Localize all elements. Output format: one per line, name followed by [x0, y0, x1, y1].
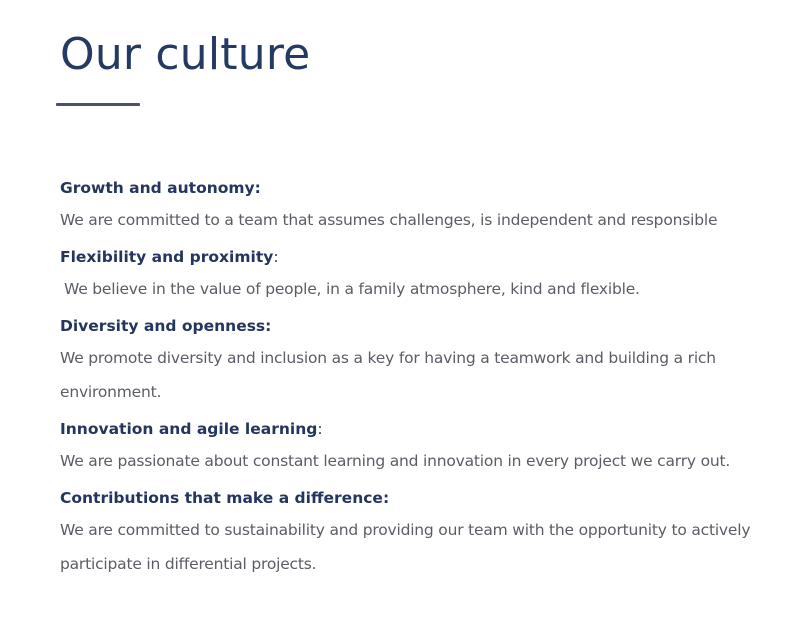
heading-colon: : [254, 179, 261, 197]
section-body: We are committed to a team that assumes … [60, 211, 718, 229]
section-heading: Contributions that make a difference: [60, 486, 760, 511]
section-heading-text: Growth and autonomy [60, 179, 255, 197]
heading-colon: : [273, 248, 279, 266]
section-contributions: Contributions that make a difference: We… [60, 486, 760, 581]
culture-sections: Growth and autonomy: We are committed to… [60, 176, 760, 589]
section-heading: Growth and autonomy: [60, 176, 760, 201]
section-flexibility-proximity: Flexibility and proximity: We believe in… [60, 245, 760, 306]
section-heading: Innovation and agile learning: [60, 417, 760, 442]
section-heading: Diversity and openness: [60, 314, 760, 339]
heading-colon: : [317, 420, 323, 438]
section-growth-autonomy: Growth and autonomy: We are committed to… [60, 176, 760, 237]
section-body: We believe in the value of people, in a … [64, 280, 640, 298]
heading-colon: : [265, 317, 272, 335]
section-body: We promote diversity and inclusion as a … [60, 349, 716, 401]
page-title: Our culture [60, 29, 311, 80]
section-heading-text: Flexibility and proximity [60, 248, 274, 266]
section-body: We are committed to sustainability and p… [60, 521, 751, 573]
section-body: We are passionate about constant learnin… [60, 452, 731, 470]
title-underline [56, 103, 140, 106]
section-diversity-openness: Diversity and openness: We promote diver… [60, 314, 760, 409]
section-heading-text: Contributions that make a difference [60, 489, 383, 507]
section-heading-text: Innovation and agile learning [60, 420, 318, 438]
section-innovation-learning: Innovation and agile learning: We are pa… [60, 417, 760, 478]
section-heading: Flexibility and proximity: [60, 245, 760, 270]
section-heading-text: Diversity and openness [60, 317, 266, 335]
heading-colon: : [382, 489, 390, 507]
